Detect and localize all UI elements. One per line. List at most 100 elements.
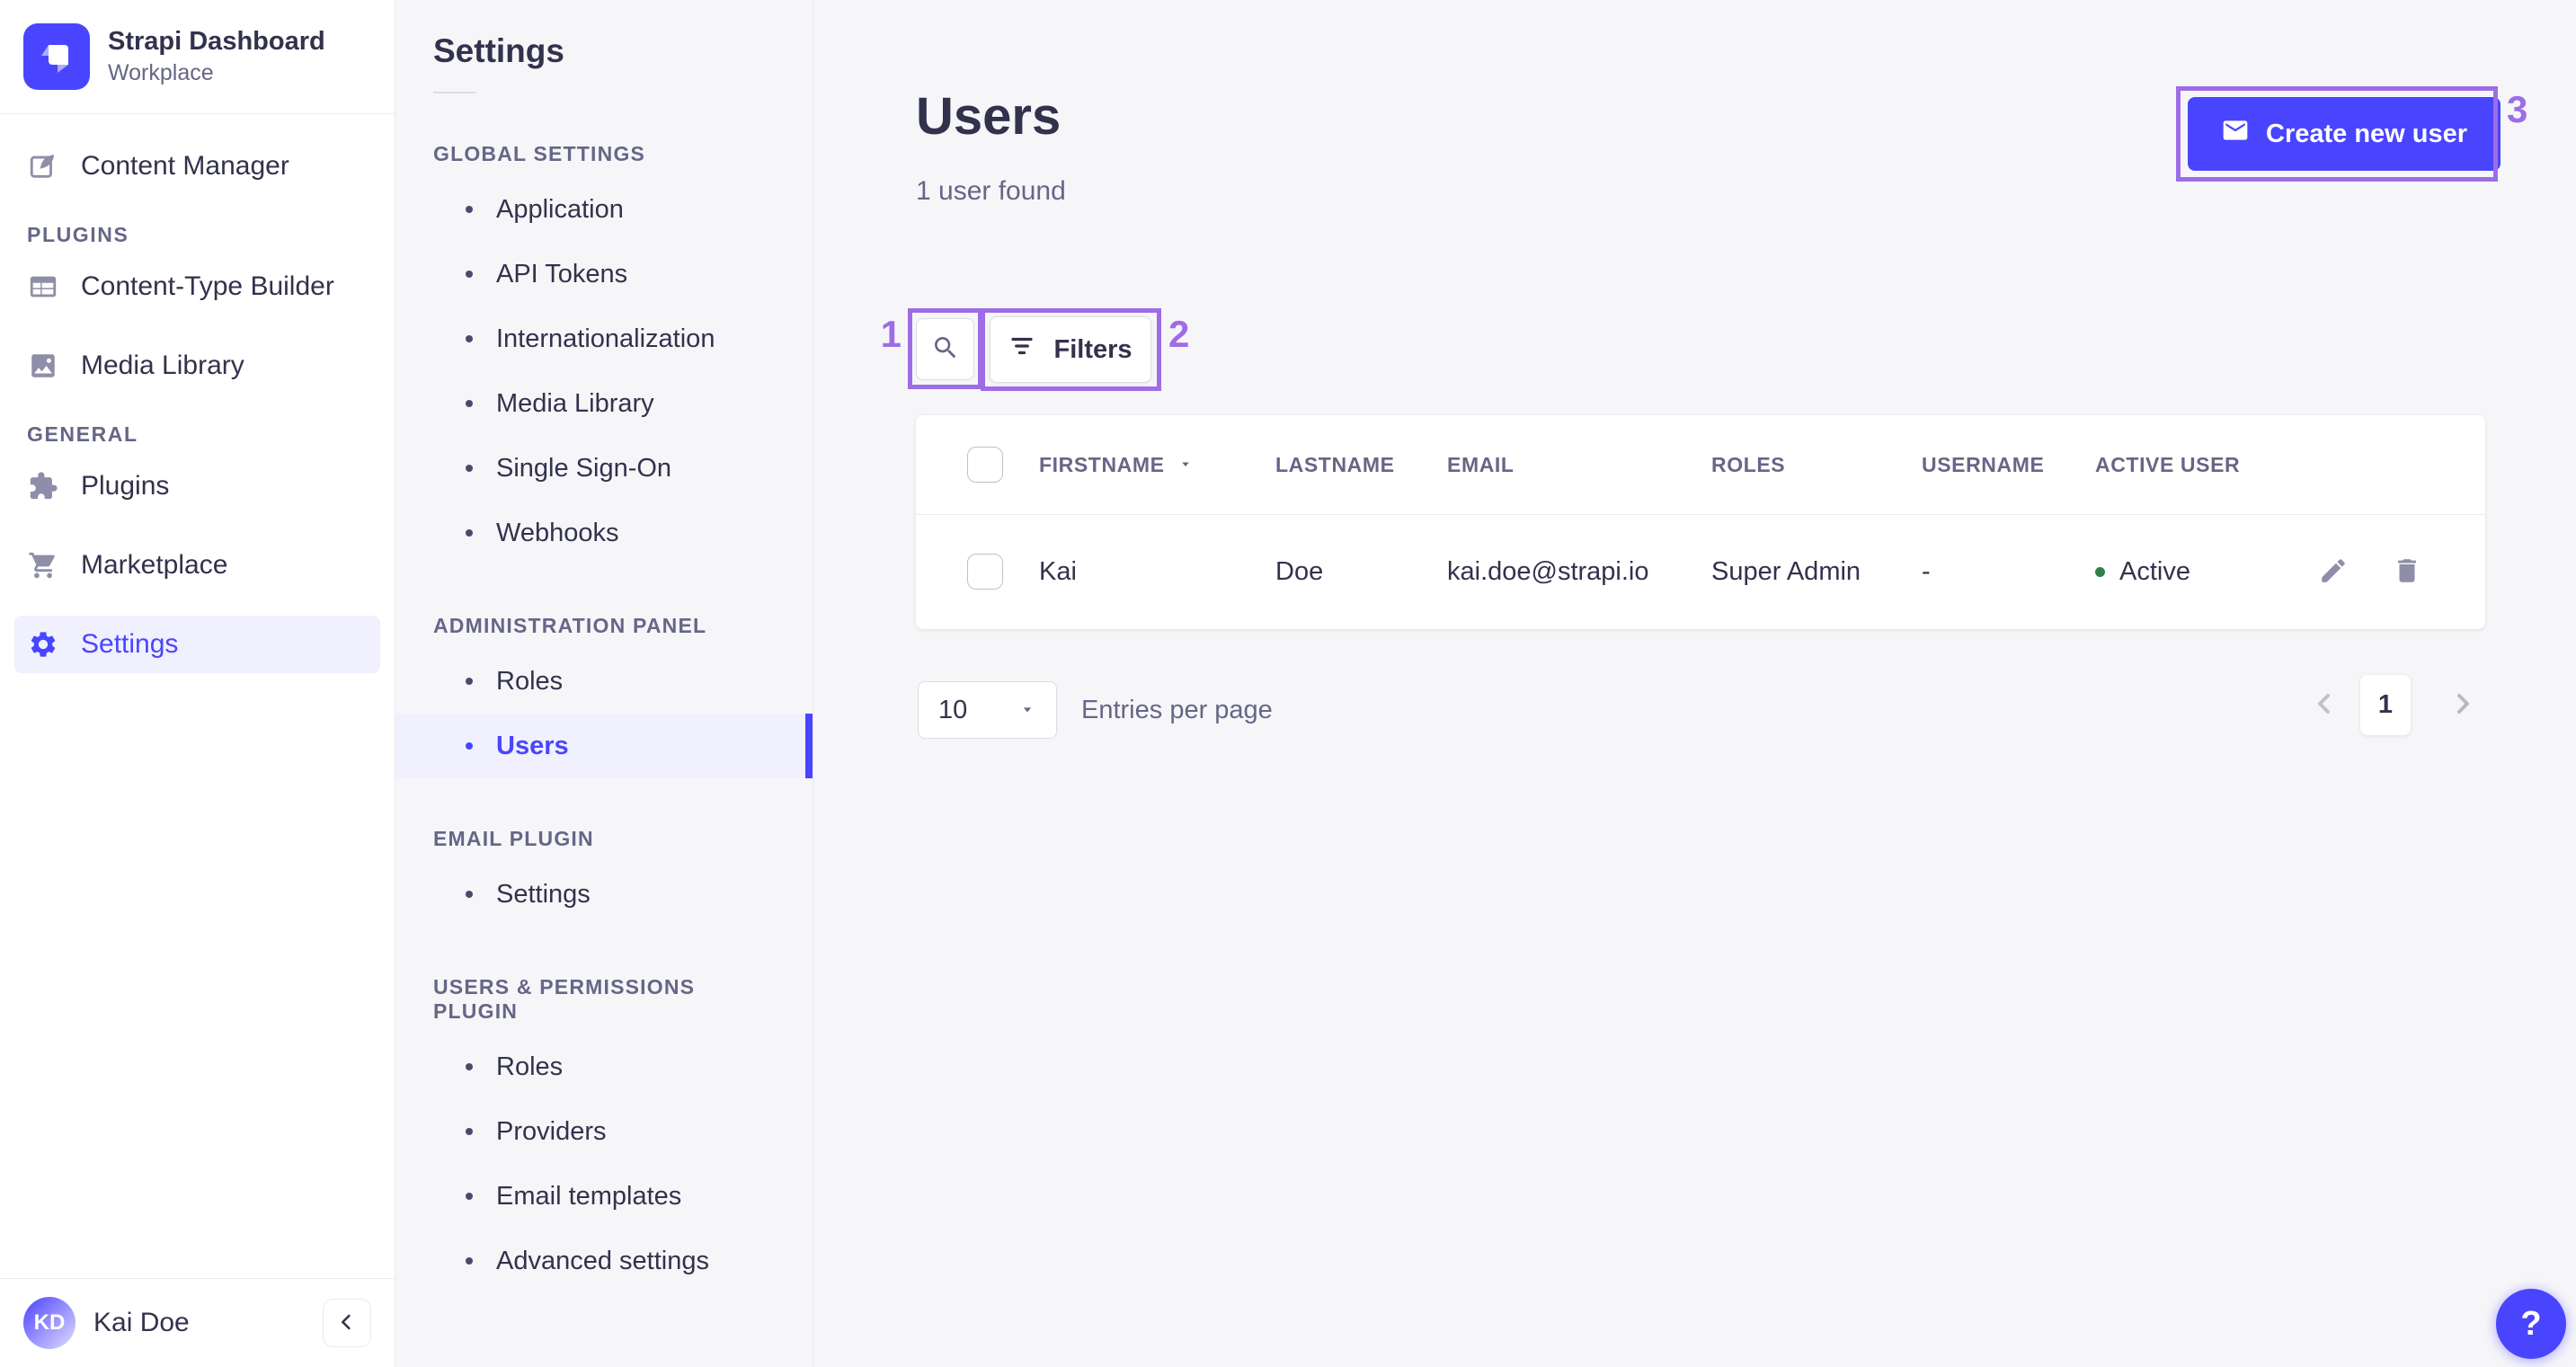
subnav-item-internationalization[interactable]: Internationalization [395, 306, 813, 371]
search-button[interactable] [916, 318, 974, 380]
column-header-email[interactable]: EMAIL [1447, 453, 1711, 477]
bullet-icon [466, 529, 473, 537]
subnav-item-media-library[interactable]: Media Library [395, 371, 813, 436]
filters-label: Filters [1053, 334, 1133, 364]
bullet-icon [466, 1257, 473, 1265]
cell-email: kai.doe@strapi.io [1447, 556, 1649, 586]
sidebar-item-settings[interactable]: Settings [14, 616, 380, 673]
table-row[interactable]: Kai Doe kai.doe@strapi.io Super Admin - … [916, 515, 2485, 628]
row-checkbox[interactable] [967, 554, 1003, 590]
subnav-item-label: Advanced settings [496, 1246, 709, 1275]
select-all-checkbox[interactable] [967, 447, 1003, 483]
subnav-item-admin-users[interactable]: Users [395, 714, 813, 778]
settings-subnav: Settings GLOBAL SETTINGS Application API… [395, 0, 813, 1367]
main-nav-list: Content Manager PLUGINS Content-Type Bui… [0, 114, 395, 1278]
column-header-username[interactable]: USERNAME [1922, 453, 2095, 477]
gear-icon [27, 628, 59, 661]
sidebar-section-plugins: PLUGINS [27, 222, 129, 246]
status-label: Active [2119, 556, 2190, 586]
subnav-item-admin-roles[interactable]: Roles [395, 649, 813, 714]
subnav-item-label: Roles [496, 666, 564, 696]
subnav-section-administration-panel: ADMINISTRATION PANEL [433, 614, 707, 637]
subnav-item-label: API Tokens [496, 259, 628, 288]
subnav-item-label: Media Library [496, 388, 654, 418]
bullet-icon [466, 335, 473, 342]
column-header-active-user[interactable]: ACTIVE USER [2095, 453, 2311, 477]
column-header-label: FIRSTNAME [1039, 452, 1165, 476]
column-header-lastname[interactable]: LASTNAME [1275, 453, 1447, 477]
bullet-icon [466, 206, 473, 213]
entries-per-page-label: Entries per page [1081, 696, 1273, 724]
bullet-icon [466, 1128, 473, 1135]
create-new-user-label: Create new user [2266, 119, 2468, 148]
page-number-button[interactable]: 1 [2360, 675, 2411, 735]
subnav-item-label: Providers [496, 1116, 607, 1146]
previous-page-button[interactable] [2307, 687, 2343, 723]
sidebar-item-content-manager[interactable]: Content Manager [14, 138, 380, 195]
envelope-icon [2221, 116, 2250, 152]
bullet-icon [466, 742, 473, 750]
subnav-item-label: Settings [496, 879, 591, 909]
filters-button[interactable]: Filters [990, 316, 1151, 383]
cell-firstname: Kai [1039, 556, 1077, 586]
cell-active-user: Active [2095, 557, 2311, 587]
create-new-user-button[interactable]: Create new user [2188, 97, 2501, 171]
column-header-label: EMAIL [1447, 452, 1515, 476]
subnav-item-email-templates[interactable]: Email templates [395, 1164, 813, 1229]
column-header-firstname[interactable]: FIRSTNAME [1039, 453, 1275, 477]
bullet-icon [466, 465, 473, 472]
cart-icon [27, 549, 59, 581]
delete-user-button[interactable] [2392, 555, 2422, 589]
settings-subnav-title: Settings [433, 32, 564, 69]
user-name: Kai Doe [93, 1308, 190, 1337]
search-icon [931, 333, 960, 365]
sidebar-item-plugins[interactable]: Plugins [14, 457, 380, 515]
sidebar-item-label: Plugins [81, 471, 170, 501]
bullet-icon [466, 891, 473, 898]
edit-user-button[interactable] [2318, 555, 2349, 589]
subnav-item-application[interactable]: Application [395, 177, 813, 242]
chevron-down-icon [1018, 696, 1036, 725]
annotation-label-1: 1 [880, 313, 902, 355]
workspace-title: Strapi Dashboard [108, 27, 325, 56]
subnav-section-email-plugin: EMAIL PLUGIN [433, 827, 594, 850]
annotation-label-2: 2 [1168, 313, 1190, 355]
bullet-icon [466, 271, 473, 278]
subnav-item-email-settings[interactable]: Settings [395, 862, 813, 927]
avatar: KD [23, 1297, 76, 1349]
help-button[interactable]: ? [2496, 1289, 2566, 1359]
column-header-roles[interactable]: ROLES [1711, 453, 1922, 477]
cell-username: - [1922, 556, 1931, 586]
collapse-sidebar-button[interactable] [323, 1299, 371, 1347]
user-profile-row[interactable]: KD Kai Doe [0, 1278, 395, 1367]
strapi-logo-icon [23, 23, 90, 90]
sidebar-section-general: GENERAL [27, 422, 138, 446]
layout-icon [27, 271, 59, 303]
subnav-item-label: Email templates [496, 1181, 682, 1211]
divider [433, 92, 476, 93]
subnav-item-single-sign-on[interactable]: Single Sign-On [395, 436, 813, 501]
image-icon [27, 350, 59, 382]
subnav-item-providers[interactable]: Providers [395, 1099, 813, 1164]
main-sidebar: Strapi Dashboard Workplace Content Manag… [0, 0, 395, 1367]
subnav-item-advanced-settings[interactable]: Advanced settings [395, 1229, 813, 1293]
column-header-label: LASTNAME [1275, 452, 1395, 476]
page-size-select[interactable]: 10 [918, 681, 1057, 739]
subnav-item-webhooks[interactable]: Webhooks [395, 501, 813, 565]
subnav-item-label: Roles [496, 1052, 564, 1081]
page-title: Users [916, 87, 1061, 146]
bullet-icon [466, 678, 473, 685]
subnav-item-api-tokens[interactable]: API Tokens [395, 242, 813, 306]
sidebar-item-content-type-builder[interactable]: Content-Type Builder [14, 258, 380, 315]
sidebar-item-marketplace[interactable]: Marketplace [14, 537, 380, 594]
subnav-item-up-roles[interactable]: Roles [395, 1034, 813, 1099]
status-active-dot [2095, 566, 2105, 577]
next-page-button[interactable] [2444, 687, 2480, 723]
bullet-icon [466, 1063, 473, 1070]
sidebar-item-media-library[interactable]: Media Library [14, 337, 380, 395]
subnav-section-users-permissions-plugin: USERS & PERMISSIONS PLUGIN [433, 975, 696, 1023]
sidebar-item-label: Settings [81, 629, 179, 659]
chevron-left-icon [334, 1309, 360, 1337]
users-table: FIRSTNAME LASTNAME EMAIL ROLES USERNAME … [916, 415, 2485, 629]
workspace-brand[interactable]: Strapi Dashboard Workplace [0, 0, 395, 114]
